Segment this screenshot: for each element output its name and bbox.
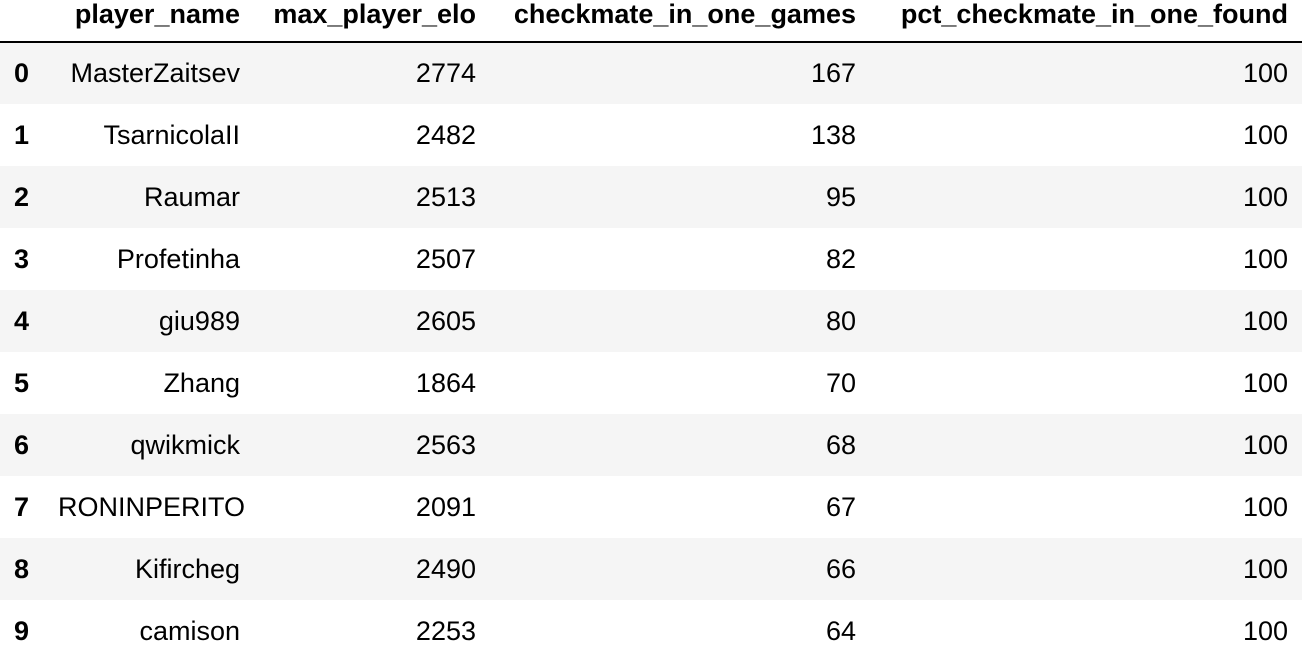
max-player-elo-cell: 2091 (415, 491, 476, 522)
player-name-cell: TsarnicolaII (103, 119, 240, 150)
player-name-cell: MasterZaitsev (70, 58, 240, 88)
checkmate-in-one-games-cell: 95 (825, 181, 856, 212)
table-row: 0 MasterZaitsev 2774 167 100 (0, 42, 1302, 104)
pct-checkmate-in-one-found-column-header: pct_checkmate_in_one_found (870, 0, 1302, 43)
table-row: 7 RONINPERITO 2091 67 100 (0, 476, 1302, 538)
table-row: 5 Zhang 1864 70 100 (0, 352, 1302, 414)
row-index: 1 (14, 119, 30, 150)
player-name-cell: giu989 (158, 305, 240, 336)
checkmate-in-one-games-cell: 70 (825, 367, 856, 398)
table-row: 2 Raumar 2513 95 100 (0, 166, 1302, 228)
pct-checkmate-in-one-found-cell: 100 (1242, 58, 1288, 88)
table-row: 9 camison 2253 64 100 (0, 600, 1302, 662)
row-index: 8 (14, 553, 30, 584)
row-index: 2 (14, 181, 30, 212)
pct-checkmate-in-one-found-cell: 100 (1242, 429, 1288, 460)
row-index: 7 (14, 491, 30, 522)
player-name-cell: Raumar (143, 181, 240, 212)
player-name-cell: Profetinha (116, 243, 240, 274)
checkmate-in-one-games-cell: 80 (825, 305, 856, 336)
header-row: player_name max_player_elo checkmate_in_… (0, 0, 1302, 43)
table-row: 4 giu989 2605 80 100 (0, 290, 1302, 352)
max-player-elo-cell: 2253 (415, 615, 476, 646)
row-index: 4 (14, 305, 30, 336)
max-player-elo-cell: 2482 (415, 119, 476, 150)
row-index: 6 (14, 429, 30, 460)
table-body: 0 MasterZaitsev 2774 167 100 1 Tsarnicol… (0, 42, 1302, 662)
row-index: 9 (14, 615, 30, 646)
row-index: 0 (14, 58, 30, 88)
checkmate-in-one-games-cell: 138 (810, 119, 856, 150)
max-player-elo-cell: 1864 (415, 367, 476, 398)
max-player-elo-column-header: max_player_elo (254, 0, 490, 43)
checkmate-in-one-games-cell: 66 (825, 553, 856, 584)
table-row: 8 Kifircheg 2490 66 100 (0, 538, 1302, 600)
checkmate-in-one-games-cell: 82 (825, 243, 856, 274)
pct-checkmate-in-one-found-cell: 100 (1242, 305, 1288, 336)
player-name-cell: Kifircheg (134, 553, 240, 584)
checkmate-in-one-games-cell: 167 (810, 58, 856, 88)
index-column-header (0, 0, 58, 43)
pct-checkmate-in-one-found-cell: 100 (1242, 491, 1288, 522)
pct-checkmate-in-one-found-cell: 100 (1242, 243, 1288, 274)
row-index: 5 (14, 367, 30, 398)
checkmate-in-one-games-cell: 67 (825, 491, 856, 522)
pct-checkmate-in-one-found-cell: 100 (1242, 119, 1288, 150)
player-name-cell: camison (139, 615, 240, 646)
max-player-elo-cell: 2605 (415, 305, 476, 336)
max-player-elo-cell: 2513 (415, 181, 476, 212)
player-name-cell: qwikmick (130, 429, 240, 460)
max-player-elo-cell: 2507 (415, 243, 476, 274)
max-player-elo-cell: 2490 (415, 553, 476, 584)
pct-checkmate-in-one-found-cell: 100 (1242, 553, 1288, 584)
row-index: 3 (14, 243, 30, 274)
table-header: player_name max_player_elo checkmate_in_… (0, 0, 1302, 43)
max-player-elo-cell: 2774 (415, 58, 476, 88)
player-name-cell: RONINPERITO (58, 491, 246, 522)
player-name-cell: Zhang (163, 367, 240, 398)
pct-checkmate-in-one-found-cell: 100 (1242, 367, 1288, 398)
max-player-elo-cell: 2563 (415, 429, 476, 460)
checkmate-in-one-games-cell: 64 (825, 615, 856, 646)
pct-checkmate-in-one-found-cell: 100 (1242, 181, 1288, 212)
player-name-column-header: player_name (58, 0, 254, 43)
pct-checkmate-in-one-found-cell: 100 (1242, 615, 1288, 646)
checkmate-in-one-games-column-header: checkmate_in_one_games (490, 0, 870, 43)
table-row: 6 qwikmick 2563 68 100 (0, 414, 1302, 476)
table-row: 1 TsarnicolaII 2482 138 100 (0, 104, 1302, 166)
checkmate-in-one-games-cell: 68 (825, 429, 856, 460)
table-row: 3 Profetinha 2507 82 100 (0, 228, 1302, 290)
